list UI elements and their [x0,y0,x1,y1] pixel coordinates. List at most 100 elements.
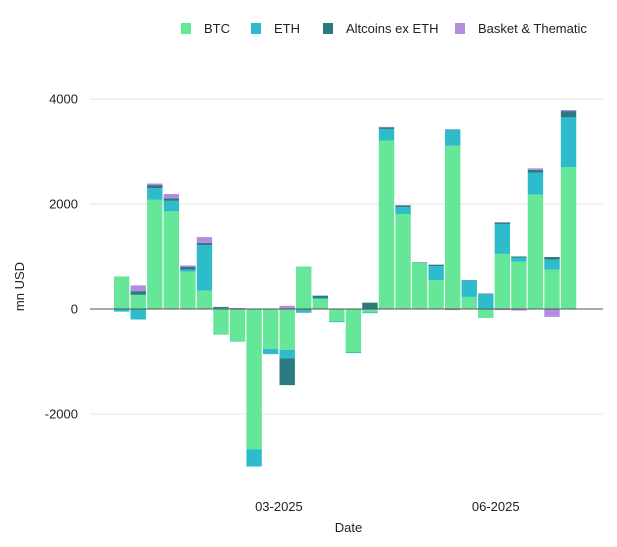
bar-basket-thematic [478,293,494,294]
bar-eth [395,207,411,214]
bar-basket-thematic [527,168,544,170]
bar-btc [114,276,130,309]
bar-eth [296,309,312,313]
bar-btc [461,296,477,309]
bar-altcoins-ex-eth [312,295,328,298]
bar-btc [279,309,295,350]
bar-basket-thematic [428,264,444,265]
bar-btc [196,290,213,309]
bar-altcoins-ex-eth [560,111,577,118]
bar-btc [329,309,345,322]
bar-altcoins-ex-eth [494,222,511,224]
bar-basket-thematic [279,305,295,309]
bar-altcoins-ex-eth [279,358,295,386]
legend-label: ETH [274,21,300,36]
bar-altcoins-ex-eth [445,129,461,130]
legend-swatch [455,23,465,34]
bar-eth [130,309,146,320]
bars-layer [114,110,577,467]
bar-eth [494,223,511,254]
bar-eth [312,297,328,300]
bar-altcoins-ex-eth [378,127,395,129]
bar-eth [246,449,262,467]
bar-basket-thematic [378,126,395,128]
bar-btc [428,280,444,309]
bar-altcoins-ex-eth [461,280,477,281]
bar-btc [229,309,246,342]
bar-btc [527,194,544,309]
y-tick-labels: -2000 0 2000 4000 [45,92,78,422]
bar-altcoins-ex-eth [213,306,229,308]
y-axis-title: mn USD [12,262,27,311]
bar-btc [345,309,362,353]
bar-btc [163,211,180,309]
bar-altcoins-ex-eth [362,302,378,309]
bar-altcoins-ex-eth [544,257,560,260]
bar-eth [461,280,477,297]
legend-swatch [181,23,191,34]
bar-btc [511,261,527,309]
bar-btc [411,262,428,309]
x-tick-labels: 03-2025 06-2025 [255,499,520,514]
bar-basket-thematic [130,285,146,292]
bar-eth [445,129,461,146]
bar-basket-thematic [312,295,328,296]
bar-btc [130,294,146,309]
bar-basket-thematic [147,183,163,186]
legend-swatch [323,23,333,34]
bar-eth [229,341,246,342]
bar-btc [362,309,378,313]
bar-altcoins-ex-eth [180,267,196,270]
y-tick-label: 0 [71,302,78,317]
bar-eth [544,259,560,270]
bar-basket-thematic [163,194,180,199]
bar-eth [114,309,130,312]
legend-label: BTC [204,21,230,36]
bar-eth [560,117,577,168]
bar-altcoins-ex-eth [395,205,411,208]
bar-eth [345,352,362,354]
bar-basket-thematic [445,309,461,311]
bar-altcoins-ex-eth [511,256,527,258]
bar-basket-thematic [180,265,196,267]
y-tick-label: 2000 [49,197,78,212]
bar-basket-thematic [229,307,246,309]
bar-eth [511,257,527,262]
bar-altcoins-ex-eth [147,185,163,189]
bar-eth [213,307,229,309]
x-axis-title: Date [335,520,362,535]
y-tick-label: 4000 [49,92,78,107]
bar-eth [478,294,494,309]
legend: BTC ETH Altcoins ex ETH Basket & Thematic [181,21,587,36]
legend-label: Altcoins ex ETH [346,21,438,36]
bar-btc [296,266,312,309]
y-tick-label: -2000 [45,407,78,422]
x-tick-label: 06-2025 [472,499,520,514]
bar-btc [560,167,577,309]
bar-btc [312,299,328,309]
bar-eth [163,200,180,212]
bar-altcoins-ex-eth [163,198,180,201]
bar-basket-thematic [395,205,411,206]
bar-basket-thematic [560,110,577,112]
bar-basket-thematic [511,309,527,311]
legend-label: Basket & Thematic [478,21,587,36]
bar-altcoins-ex-eth [527,169,544,173]
bar-eth [262,348,279,355]
bar-btc [213,309,229,335]
bar-eth [362,312,378,314]
bar-btc [378,140,395,309]
bar-basket-thematic [544,309,560,317]
legend-swatch [251,23,261,34]
bar-basket-thematic [196,237,213,243]
bar-altcoins-ex-eth [428,264,444,266]
bar-btc [494,253,511,309]
bar-btc [147,199,163,309]
bar-eth [428,265,444,281]
bar-btc [395,213,411,309]
bar-btc [180,271,196,309]
bar-btc [246,309,262,450]
bar-eth [180,269,196,272]
